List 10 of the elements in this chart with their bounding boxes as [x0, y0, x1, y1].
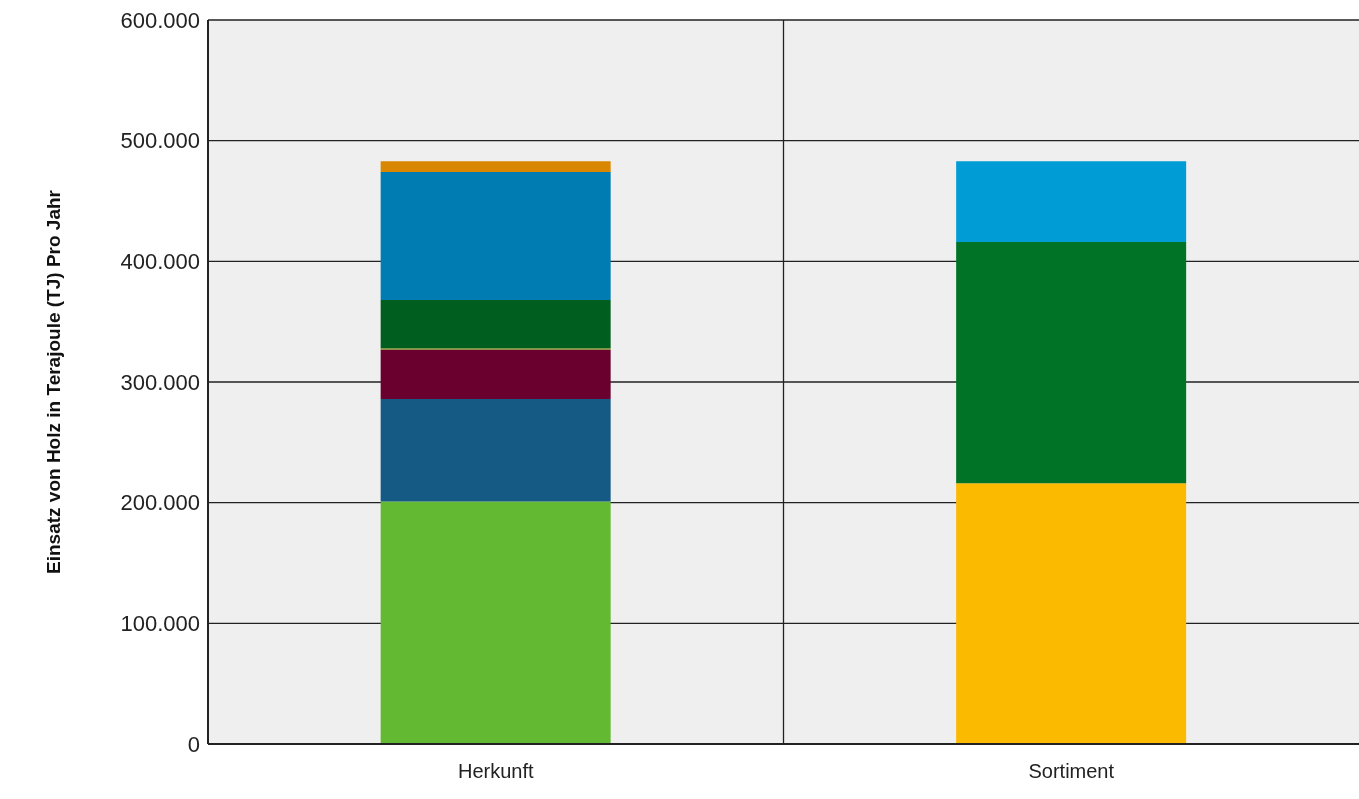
y-tick-label: 0 [187, 731, 200, 757]
y-tick-label: 300.000 [120, 369, 200, 395]
y-tick-label: 100.000 [120, 611, 200, 637]
y-axis-title: Einsatz von Holz in Terajoule (TJ) Pro Jahr [43, 189, 64, 574]
y-tick-label: 600.000 [120, 7, 200, 33]
y-tick-label: 500.000 [120, 128, 200, 154]
x-tick-label: Herkunft [457, 760, 534, 783]
x-tick-label: Sortiment [1028, 760, 1115, 783]
y-tick-label: 400.000 [120, 249, 200, 275]
y-tick-label: 200.000 [120, 490, 200, 516]
